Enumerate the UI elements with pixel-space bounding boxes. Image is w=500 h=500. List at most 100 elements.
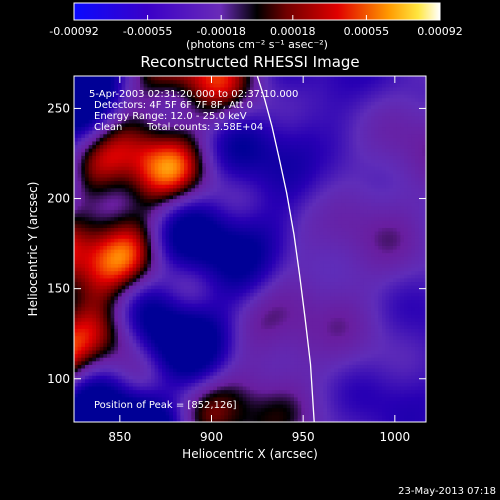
heatmap-cell	[257, 169, 262, 174]
heatmap-cell	[169, 119, 174, 124]
heatmap-cell	[140, 414, 145, 419]
heatmap-cell	[77, 90, 82, 95]
heatmap-cell	[154, 140, 159, 146]
heatmap-cell	[154, 252, 159, 257]
heatmap-cell	[187, 364, 192, 369]
heatmap-cell	[235, 360, 240, 365]
heatmap-cell	[195, 144, 200, 149]
heatmap-cell	[176, 198, 181, 203]
heatmap-cell	[220, 313, 225, 319]
heatmap-cell	[169, 241, 174, 246]
heatmap-cell	[165, 140, 170, 146]
heatmap-cell	[228, 216, 233, 221]
heatmap-cell	[213, 130, 218, 135]
heatmap-cell	[96, 115, 101, 120]
heatmap-cell	[187, 310, 192, 315]
heatmap-cell	[110, 288, 115, 293]
heatmap-cell	[191, 418, 196, 422]
heatmap-cell	[81, 403, 86, 409]
heatmap-cell	[92, 306, 97, 311]
heatmap-cell	[88, 76, 93, 81]
heatmap-cell	[176, 191, 181, 196]
heatmap-cell	[257, 166, 262, 171]
heatmap-cell	[77, 274, 82, 279]
heatmap-cell	[206, 407, 211, 412]
heatmap-cell	[217, 310, 222, 315]
heatmap-cell	[250, 220, 255, 225]
heatmap-cell	[217, 94, 222, 99]
heatmap-cell	[169, 403, 174, 409]
heatmap-cell	[81, 162, 86, 167]
heatmap-cell	[151, 371, 156, 376]
heatmap-cell	[239, 346, 244, 351]
heatmap-cell	[162, 371, 167, 376]
heatmap-cell	[231, 378, 236, 383]
heatmap-cell	[176, 176, 181, 182]
heatmap-cell	[151, 79, 156, 84]
heatmap-cell	[228, 101, 233, 106]
heatmap-cell	[206, 108, 211, 113]
heatmap-cell	[151, 94, 156, 99]
heatmap-cell	[191, 353, 196, 358]
heatmap-cell	[114, 389, 119, 394]
heatmap-cell	[195, 76, 200, 81]
heatmap-cell	[125, 112, 130, 117]
heatmap-cell	[206, 331, 211, 337]
heatmap-cell	[92, 130, 97, 135]
heatmap-cell	[187, 393, 192, 398]
heatmap-cell	[231, 288, 236, 293]
heatmap-cell	[180, 295, 185, 301]
heatmap-cell	[169, 360, 174, 365]
heatmap-cell	[114, 166, 119, 171]
heatmap-cell	[118, 90, 123, 95]
heatmap-cell	[224, 112, 229, 117]
heatmap-cell	[85, 281, 90, 286]
heatmap-cell	[96, 353, 101, 358]
heatmap-cell	[140, 220, 145, 225]
heatmap-cell	[209, 169, 214, 174]
heatmap-cell	[198, 104, 203, 110]
heatmap-cell	[158, 83, 163, 88]
heatmap-cell	[202, 270, 207, 275]
heatmap-cell	[206, 234, 211, 239]
heatmap-cell	[228, 317, 233, 322]
heatmap-cell	[96, 137, 101, 142]
heatmap-cell	[217, 90, 222, 95]
heatmap-cell	[118, 281, 123, 286]
heatmap-cell	[261, 310, 266, 315]
heatmap-cell	[235, 274, 240, 279]
heatmap-cell	[228, 158, 233, 164]
heatmap-cell	[246, 393, 251, 398]
heatmap-cell	[118, 119, 123, 124]
heatmap-cell	[154, 349, 159, 355]
heatmap-cell	[162, 83, 167, 88]
heatmap-cell	[202, 176, 207, 182]
heatmap-cell	[74, 86, 79, 92]
heatmap-cell	[198, 162, 203, 167]
heatmap-cell	[81, 191, 86, 196]
heatmap-cell	[180, 101, 185, 106]
heatmap-cell	[202, 94, 207, 99]
heatmap-cell	[140, 205, 145, 210]
heatmap-cell	[253, 317, 258, 322]
heatmap-cell	[246, 162, 251, 167]
heatmap-cell	[250, 86, 255, 92]
heatmap-cell	[228, 364, 233, 369]
heatmap-cell	[114, 375, 119, 380]
heatmap-cell	[162, 140, 167, 146]
heatmap-cell	[77, 148, 82, 153]
heatmap-cell	[261, 151, 266, 156]
heatmap-cell	[125, 418, 130, 422]
heatmap-cell	[235, 79, 240, 84]
heatmap-cell	[107, 285, 112, 290]
heatmap-cell	[77, 191, 82, 196]
heatmap-cell	[235, 137, 240, 142]
heatmap-cell	[173, 364, 178, 369]
heatmap-cell	[257, 112, 262, 117]
heatmap-cell	[158, 140, 163, 146]
heatmap-cell	[151, 349, 156, 355]
heatmap-cell	[213, 169, 218, 174]
heatmap-cell	[77, 184, 82, 189]
heatmap-cell	[173, 306, 178, 311]
heatmap-cell	[121, 310, 126, 315]
